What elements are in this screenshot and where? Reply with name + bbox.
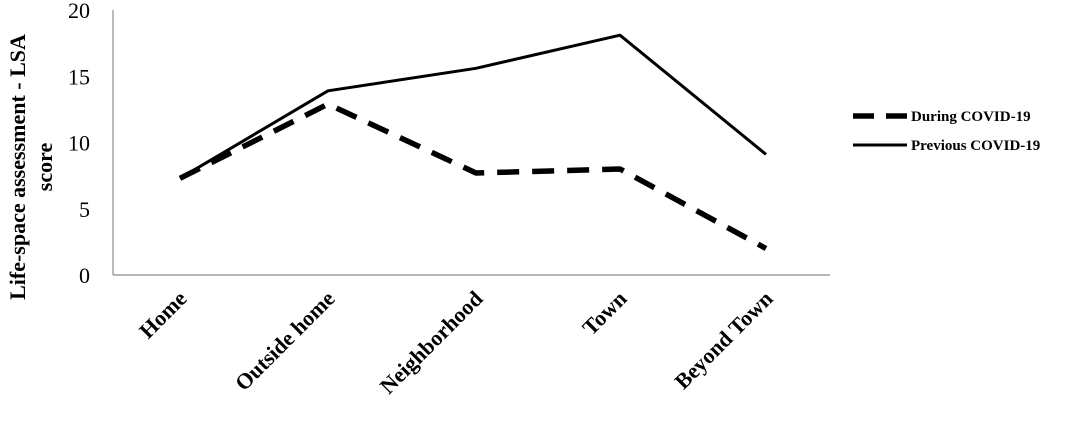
y-tick-label: 15 (68, 64, 90, 89)
x-tick-label: Outside home (230, 286, 340, 396)
x-tick-label: Town (577, 286, 631, 340)
legend: During COVID-19 Previous COVID-19 (853, 109, 1040, 154)
x-tick-label: Home (134, 286, 192, 344)
series-line-previous-covid (179, 33, 767, 180)
plot-area: 0 5 10 15 20 Home Outside home Neighborhood Town… (68, 0, 830, 399)
y-axis-title-line-2: score (32, 143, 57, 192)
y-tick-label: 20 (68, 0, 90, 23)
legend-label: During COVID-19 (911, 109, 1031, 125)
y-axis-title-line-1: Life-space assessment - LSA (5, 34, 30, 300)
y-tick-label: 5 (79, 197, 90, 222)
y-tick-label: 10 (68, 131, 90, 156)
x-tick-label: Neighborhood (375, 286, 488, 399)
x-tick-label: Beyond Town (669, 286, 777, 394)
y-tick-label: 0 (79, 263, 90, 288)
legend-label: Previous COVID-19 (911, 138, 1040, 154)
